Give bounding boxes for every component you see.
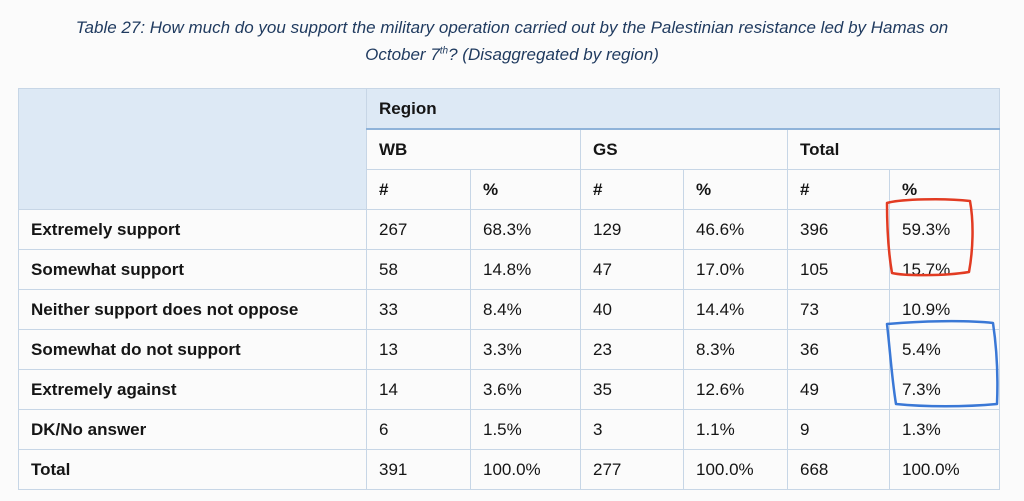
subheader-count: #	[580, 169, 684, 210]
table-row: Extremely against 14 3.6% 35 12.6% 49 7.3%	[18, 369, 1000, 410]
cell-gs-percent: 8.3%	[683, 329, 788, 370]
caption-date: October 7	[365, 45, 440, 64]
group-header-total: Total	[787, 128, 1000, 170]
cell-gs-count: 40	[580, 289, 684, 330]
cell-total-count: 396	[787, 209, 890, 250]
caption-line-2: October 7th? (Disaggregated by region)	[0, 41, 1024, 68]
row-label: Somewhat support	[18, 249, 367, 290]
cell-wb-percent: 14.8%	[470, 249, 581, 290]
row-label: DK/No answer	[18, 409, 367, 450]
cell-gs-percent: 12.6%	[683, 369, 788, 410]
cell-wb-count: 33	[366, 289, 471, 330]
table-row: Somewhat support 58 14.8% 47 17.0% 105 15.7%	[18, 249, 1000, 290]
cell-total-percent: 59.3%	[889, 209, 1000, 250]
cell-gs-count: 3	[580, 409, 684, 450]
table-row: Neither support does not oppose 33 8.4% 40 1…	[18, 289, 1000, 330]
cell-gs-count: 35	[580, 369, 684, 410]
cell-wb-count: 58	[366, 249, 471, 290]
cell-gs-percent: 46.6%	[683, 209, 788, 250]
cell-wb-count: 391	[366, 449, 471, 490]
cell-gs-count: 277	[580, 449, 684, 490]
cell-total-percent: 5.4%	[889, 329, 1000, 370]
cell-total-count: 9	[787, 409, 890, 450]
cell-total-count: 49	[787, 369, 890, 410]
cell-total-percent: 15.7%	[889, 249, 1000, 290]
cell-wb-percent: 68.3%	[470, 209, 581, 250]
cell-gs-percent: 100.0%	[683, 449, 788, 490]
table-row: Total 391 100.0% 277 100.0% 668 100.0%	[18, 449, 1000, 490]
row-label: Extremely against	[18, 369, 367, 410]
subheader-count: #	[366, 169, 471, 210]
cell-total-count: 668	[787, 449, 890, 490]
cell-wb-percent: 3.6%	[470, 369, 581, 410]
group-header-wb: WB	[366, 128, 581, 170]
cell-total-count: 105	[787, 249, 890, 290]
header-corner-cell	[18, 88, 367, 210]
cell-wb-count: 13	[366, 329, 471, 370]
cell-wb-percent: 100.0%	[470, 449, 581, 490]
caption-tail: ? (Disaggregated by region)	[448, 45, 659, 64]
cell-gs-percent: 17.0%	[683, 249, 788, 290]
cell-total-percent: 100.0%	[889, 449, 1000, 490]
table-row: Somewhat do not support 13 3.3% 23 8.3% 36 5.4…	[18, 329, 1000, 370]
cell-gs-count: 23	[580, 329, 684, 370]
cell-total-count: 73	[787, 289, 890, 330]
cell-gs-count: 129	[580, 209, 684, 250]
row-label: Total	[18, 449, 367, 490]
cell-wb-count: 267	[366, 209, 471, 250]
region-header: Region	[366, 88, 1000, 130]
cell-wb-percent: 8.4%	[470, 289, 581, 330]
caption-date-suffix: th	[439, 45, 449, 57]
table-row: Extremely support 267 68.3% 129 46.6% 396 59.3…	[18, 209, 1000, 250]
cell-total-count: 36	[787, 329, 890, 370]
cell-wb-percent: 1.5%	[470, 409, 581, 450]
group-header-gs: GS	[580, 128, 788, 170]
cell-total-percent: 7.3%	[889, 369, 1000, 410]
cell-wb-count: 6	[366, 409, 471, 450]
header-row-groups: WB GS Total	[19, 128, 1000, 170]
subheader-percent: %	[889, 169, 1000, 210]
cell-total-percent: 10.9%	[889, 289, 1000, 330]
header-row-region: Region	[18, 88, 1000, 210]
table-row: DK/No answer 6 1.5% 3 1.1% 9 1.3%	[18, 409, 1000, 450]
cell-total-percent: 1.3%	[889, 409, 1000, 450]
row-label: Neither support does not oppose	[18, 289, 367, 330]
row-label: Somewhat do not support	[18, 329, 367, 370]
row-label: Extremely support	[18, 209, 367, 250]
cell-gs-percent: 14.4%	[683, 289, 788, 330]
cell-gs-percent: 1.1%	[683, 409, 788, 450]
subheader-percent: %	[683, 169, 788, 210]
header-row-subheaders: # % # % # %	[19, 169, 1000, 210]
cell-wb-count: 14	[366, 369, 471, 410]
subheader-percent: %	[470, 169, 581, 210]
table-caption: Table 27: How much do you support the mi…	[0, 14, 1024, 68]
caption-line-1: Table 27: How much do you support the mi…	[75, 18, 949, 37]
results-table: Region WB GS Total # % # % # % Extremely…	[18, 88, 1000, 490]
cell-gs-count: 47	[580, 249, 684, 290]
subheader-count: #	[787, 169, 890, 210]
cell-wb-percent: 3.3%	[470, 329, 581, 370]
